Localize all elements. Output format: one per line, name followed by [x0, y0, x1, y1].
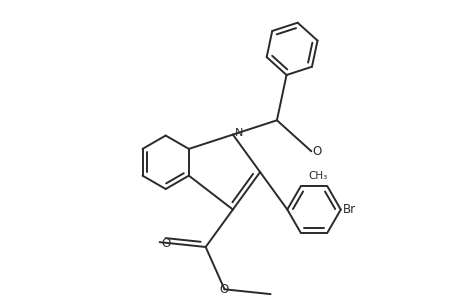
Text: O: O — [219, 283, 229, 296]
Text: O: O — [161, 237, 170, 250]
Text: Br: Br — [342, 203, 355, 216]
Text: CH₃: CH₃ — [308, 171, 327, 181]
Text: O: O — [312, 145, 321, 158]
Text: N: N — [235, 128, 243, 138]
